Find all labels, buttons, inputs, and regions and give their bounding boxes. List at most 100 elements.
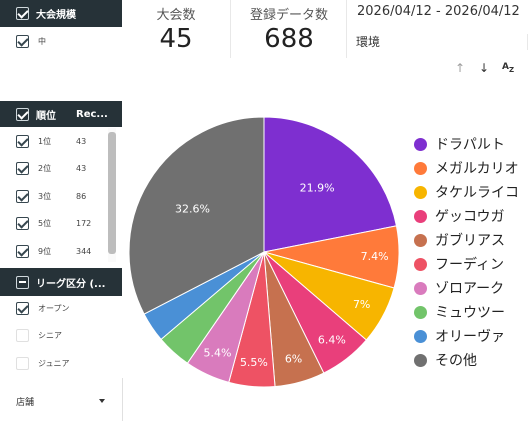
- rank-count: 86: [76, 192, 87, 201]
- rank-count: 172: [76, 219, 92, 228]
- rank-label: 1位: [38, 137, 52, 146]
- record-count-header: Rec...: [76, 108, 108, 120]
- league-label: シニア: [38, 331, 62, 340]
- rank-filter-title: 順位: [36, 110, 56, 122]
- legend-item[interactable]: ミュウツー: [414, 300, 505, 324]
- scale-select-all-checkbox[interactable]: [16, 7, 29, 20]
- legend-color-swatch: [414, 209, 427, 223]
- legend-label: タケルライコ: [435, 185, 519, 201]
- league-filter-header[interactable]: リーグ区分 (...: [0, 268, 122, 296]
- sort-ascending-icon[interactable]: ↑: [455, 61, 466, 75]
- checkbox[interactable]: [16, 302, 29, 315]
- legend-color-swatch: [414, 233, 427, 247]
- legend-item[interactable]: フーディン: [414, 252, 504, 276]
- date-range-picker[interactable]: 2026/04/12 - 2026/04/12: [357, 4, 520, 19]
- slice-data-label: 6.4%: [318, 333, 346, 346]
- legend-item[interactable]: メガルカリオ: [414, 156, 519, 180]
- league-filter-title: リーグ区分 (...: [36, 278, 106, 290]
- legend-color-swatch: [414, 305, 427, 319]
- legend-item[interactable]: ゾロアーク: [414, 276, 504, 300]
- legend-color-swatch: [414, 281, 427, 295]
- rank-option[interactable]: 9位 344: [0, 238, 122, 265]
- sort-descending-icon[interactable]: ↓: [479, 61, 490, 75]
- legend-item[interactable]: オリーヴァ: [414, 324, 505, 348]
- legend-color-swatch: [414, 185, 427, 199]
- legend-item[interactable]: タケルライコ: [414, 180, 519, 204]
- legend-label: メガルカリオ: [435, 161, 519, 177]
- rank-option[interactable]: 5位 172: [0, 210, 122, 237]
- legend-label: ゾロアーク: [435, 281, 505, 297]
- sort-alphabetical-icon[interactable]: AZ: [502, 62, 515, 74]
- checkbox[interactable]: [16, 245, 29, 258]
- rank-label: 5位: [38, 219, 52, 228]
- legend-item[interactable]: ガブリアス: [414, 228, 505, 252]
- legend-label: ゲッコウガ: [435, 209, 505, 225]
- league-option[interactable]: オープン: [0, 295, 122, 322]
- league-label: ジュニア: [38, 359, 70, 368]
- rank-scroll-thumb[interactable]: [108, 132, 116, 254]
- rank-option[interactable]: 1位 43: [0, 128, 122, 155]
- legend-label: その他: [435, 353, 477, 369]
- pie-slice[interactable]: [128, 116, 265, 315]
- slice-data-label: 5.5%: [240, 356, 268, 369]
- dropdown-arrow-icon: [99, 399, 105, 403]
- legend-color-swatch: [414, 257, 427, 271]
- environment-filter-label[interactable]: 環境: [356, 35, 381, 49]
- slice-data-label: 6%: [285, 353, 302, 366]
- entry-count-value: 688: [264, 24, 314, 54]
- legend-item[interactable]: ゲッコウガ: [414, 204, 504, 228]
- legend-label: ミュウツー: [435, 305, 505, 321]
- rank-option[interactable]: 2位 43: [0, 155, 122, 182]
- legend-color-swatch: [414, 161, 427, 175]
- league-option[interactable]: ジュニア: [0, 350, 122, 377]
- slice-data-label: 7.4%: [361, 250, 389, 263]
- scale-filter-title: 大会規模: [36, 10, 76, 21]
- store-dropdown-label: 店舗: [16, 398, 35, 408]
- checkbox[interactable]: [16, 135, 29, 148]
- rank-option[interactable]: 3位 86: [0, 183, 122, 210]
- legend-color-swatch: [414, 353, 427, 367]
- checkbox[interactable]: [16, 35, 29, 48]
- tournament-count-label: 大会数: [156, 8, 196, 23]
- entry-count-label: 登録データ数: [249, 8, 328, 23]
- divider: [346, 0, 347, 58]
- slice-data-label: 5.4%: [204, 346, 232, 359]
- league-select-all-checkbox[interactable]: [16, 275, 29, 289]
- rank-count: 43: [76, 164, 87, 173]
- legend-color-swatch: [414, 329, 427, 343]
- checkbox[interactable]: [16, 217, 29, 230]
- scale-option[interactable]: 中: [0, 28, 122, 55]
- rank-label: 3位: [38, 192, 52, 201]
- league-label: オープン: [38, 304, 70, 313]
- rank-select-all-checkbox[interactable]: [16, 107, 29, 121]
- legend-label: ドラパルト: [435, 137, 505, 153]
- legend-item[interactable]: ドラパルト: [414, 132, 505, 156]
- scale-filter-header[interactable]: 大会規模: [0, 0, 122, 27]
- rank-label: 9位: [38, 247, 52, 256]
- slice-data-label: 32.6%: [175, 202, 210, 215]
- scale-option-label: 中: [38, 37, 46, 46]
- legend-label: オリーヴァ: [435, 329, 505, 345]
- checkbox[interactable]: [16, 329, 29, 342]
- tournament-count-value: 45: [159, 24, 193, 54]
- legend-label: ガブリアス: [435, 233, 505, 249]
- rank-filter-header[interactable]: 順位 Rec...: [0, 101, 122, 127]
- slice-data-label: 7%: [353, 298, 370, 311]
- legend-item[interactable]: その他: [414, 348, 477, 372]
- store-dropdown[interactable]: 店舗: [0, 382, 122, 421]
- slice-data-label: 21.9%: [300, 181, 335, 194]
- rank-count: 43: [76, 137, 87, 146]
- rank-label: 2位: [38, 164, 52, 173]
- filter-panel: 大会規模 中 順位 Rec... 1位 43 2位 43 3位 86 5: [0, 0, 122, 421]
- checkbox[interactable]: [16, 190, 29, 203]
- league-option[interactable]: シニア: [0, 322, 122, 349]
- checkbox[interactable]: [16, 162, 29, 175]
- divider: [122, 378, 123, 421]
- pie-slice[interactable]: [263, 116, 398, 253]
- rank-count: 344: [76, 247, 92, 256]
- checkbox[interactable]: [16, 357, 29, 370]
- legend-label: フーディン: [435, 257, 505, 273]
- legend-color-swatch: [414, 137, 427, 151]
